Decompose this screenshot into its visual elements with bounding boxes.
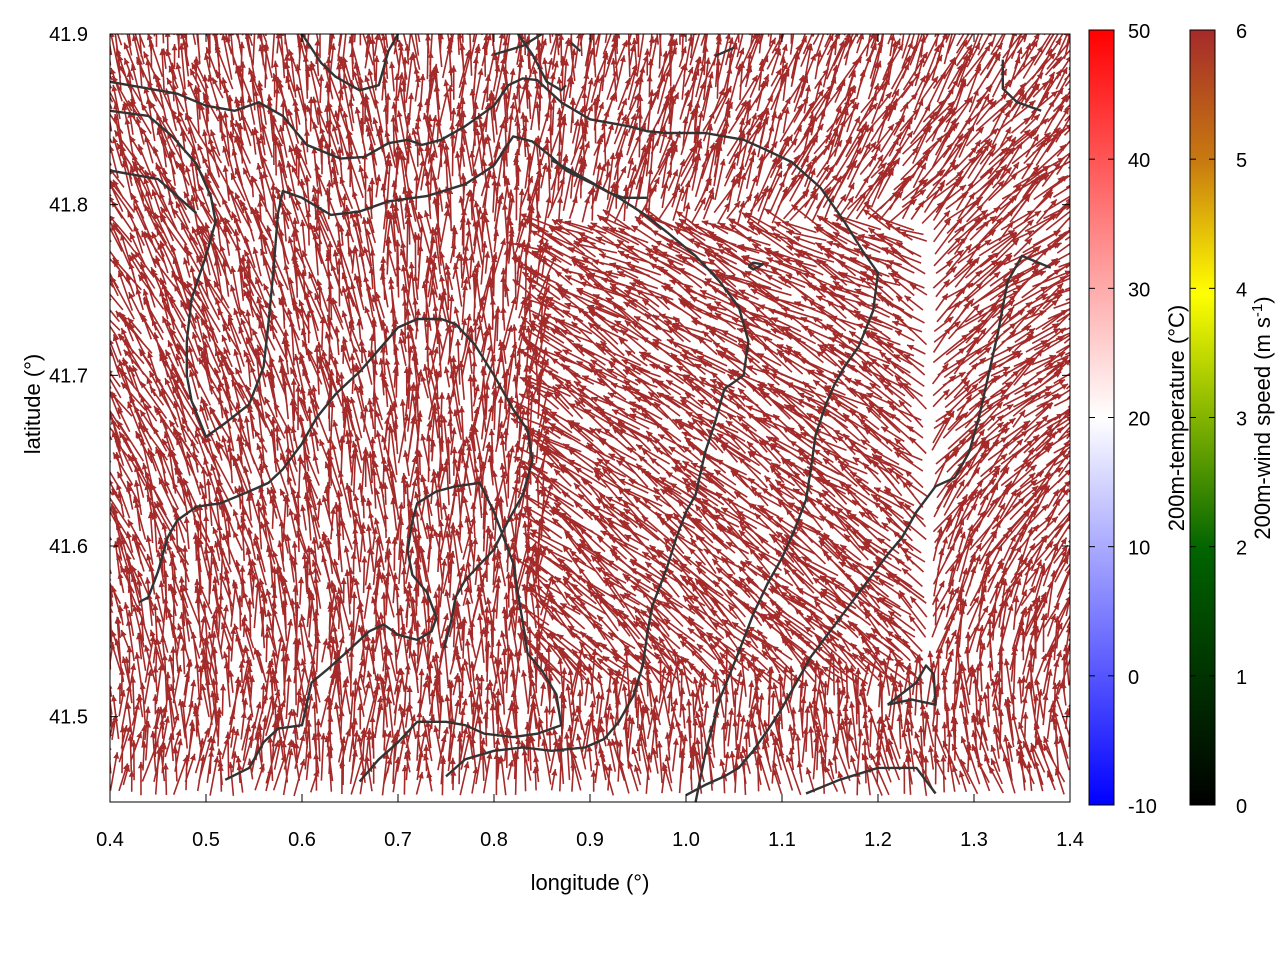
x-tick-label: 0.6 bbox=[288, 829, 316, 851]
x-tick-label: 1.2 bbox=[864, 829, 892, 851]
temperature-contour-7 bbox=[685, 254, 1052, 797]
temperature-colorbar-title: 200m-temperature (°C) bbox=[1164, 305, 1189, 531]
colorbar-tick-label: 5 bbox=[1236, 150, 1247, 172]
colorbar-tick-label: -10 bbox=[1128, 796, 1157, 818]
temperature-contour-8 bbox=[805, 766, 937, 795]
colorbar-tick-label: 0 bbox=[1236, 796, 1247, 818]
temperature-contour-15 bbox=[714, 46, 735, 58]
colorbar-tick-label: 1 bbox=[1236, 667, 1247, 689]
temperature-contour-14 bbox=[569, 41, 582, 52]
temperature-contour-11 bbox=[1001, 59, 1042, 112]
colorbar-tick-label: 0 bbox=[1128, 667, 1139, 689]
temperature-contour-5 bbox=[445, 159, 750, 778]
x-tick-label: 0.7 bbox=[384, 829, 412, 851]
x-tick-label: 0.4 bbox=[96, 829, 124, 851]
y-axis-title: latitude (°) bbox=[20, 354, 45, 455]
colorbar-tick-label: 10 bbox=[1128, 538, 1150, 560]
colorbar-tick-label: 4 bbox=[1236, 279, 1247, 301]
colorbar-tick-label: 30 bbox=[1128, 279, 1150, 301]
colorbar-tick-label: 2 bbox=[1236, 538, 1247, 560]
temperature-contours bbox=[110, 34, 1052, 802]
x-tick-label: 1.0 bbox=[672, 829, 700, 851]
temperature-contour-13 bbox=[493, 34, 543, 56]
temperature-contour-3 bbox=[138, 317, 534, 649]
wind-colorbar-ticks: 0 1 2 3 4 5 6 bbox=[1190, 21, 1247, 818]
y-tick-label: 41.8 bbox=[49, 195, 88, 217]
y-tick-label: 41.5 bbox=[49, 707, 88, 729]
temperature-contour-6 bbox=[747, 261, 764, 271]
temperature-contour-4 bbox=[224, 481, 563, 783]
wind-colorbar-title-sup: -1 bbox=[1249, 304, 1266, 317]
y-axis-ticks: 41.5 41.6 41.7 41.8 41.9 bbox=[49, 24, 1070, 729]
wind-colorbar-title-main: 200m-wind speed (m s bbox=[1250, 317, 1275, 540]
colorbar-tick-label: 20 bbox=[1128, 409, 1150, 431]
temperature-contour-10 bbox=[517, 34, 567, 92]
wind-arrows bbox=[110, 34, 1070, 797]
temperature-contour-0 bbox=[110, 77, 880, 802]
x-tick-label: 0.5 bbox=[192, 829, 220, 851]
colorbar-tick-label: 50 bbox=[1128, 21, 1150, 43]
x-tick-label: 0.8 bbox=[480, 829, 508, 851]
x-tick-label: 1.4 bbox=[1056, 829, 1084, 851]
colorbar-tick-label: 3 bbox=[1236, 409, 1247, 431]
colorbar-tick-label: 40 bbox=[1128, 150, 1150, 172]
x-tick-label: 1.3 bbox=[960, 829, 988, 851]
temperature-contour-9 bbox=[886, 664, 937, 706]
wind-colorbar-title-end: ) bbox=[1250, 296, 1275, 303]
x-axis-ticks: 0.4 0.5 0.6 0.7 0.8 0.9 1.0 1.1 1.2 1.3 1.4 bbox=[96, 34, 1084, 851]
wind-colorbar-title: 200m-wind speed (m s-1) bbox=[1249, 296, 1276, 539]
x-tick-label: 1.1 bbox=[768, 829, 796, 851]
temperature-contour-2 bbox=[110, 169, 198, 215]
x-tick-label: 0.9 bbox=[576, 829, 604, 851]
y-tick-label: 41.7 bbox=[49, 365, 88, 387]
y-tick-label: 41.9 bbox=[49, 24, 88, 46]
colorbar-tick-label: 6 bbox=[1236, 21, 1247, 43]
temperature-colorbar-ticks: -10 0 10 20 30 40 50 bbox=[1089, 21, 1157, 818]
y-tick-label: 41.6 bbox=[49, 536, 88, 558]
temperature-contour-1 bbox=[110, 109, 648, 438]
x-axis-title: longitude (°) bbox=[531, 870, 650, 895]
temperature-contour-12 bbox=[300, 34, 400, 92]
